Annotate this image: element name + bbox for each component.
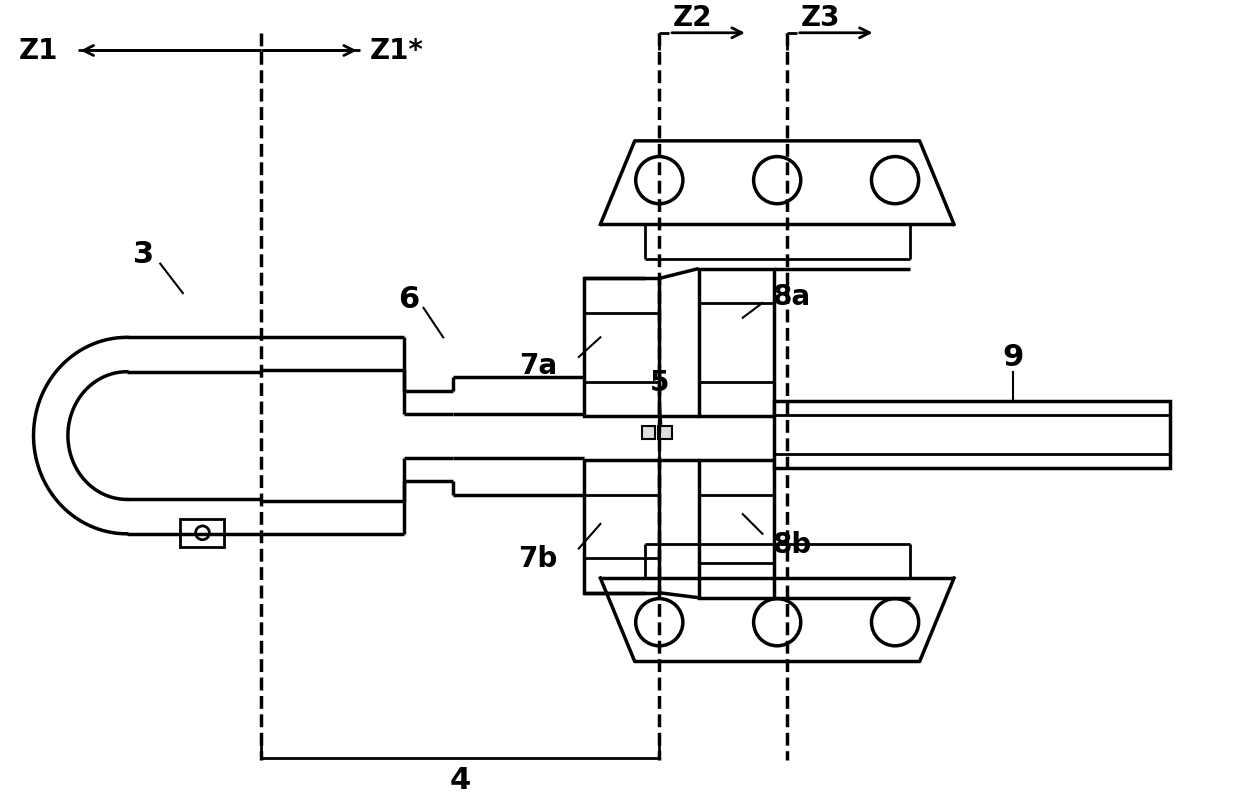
Text: Z1*: Z1* (370, 38, 423, 66)
Text: 9: 9 (1002, 343, 1024, 372)
Bar (584, 279, 660, 416)
Bar (658, 426, 672, 440)
Text: 7a: 7a (520, 351, 557, 379)
Bar (180, 520, 224, 547)
Bar (584, 460, 660, 593)
Text: Z3: Z3 (801, 4, 841, 32)
Text: 8b: 8b (773, 530, 811, 558)
Text: 8a: 8a (773, 283, 811, 310)
Bar (698, 460, 774, 598)
Text: 4: 4 (450, 765, 471, 794)
Text: 5: 5 (650, 368, 670, 396)
Text: 3: 3 (133, 240, 154, 269)
Bar (641, 426, 656, 440)
Text: 7b: 7b (518, 545, 557, 573)
Text: 6: 6 (398, 284, 419, 313)
Bar (774, 402, 1171, 468)
Text: Z2: Z2 (673, 4, 713, 32)
Bar (698, 269, 774, 416)
Text: Z1: Z1 (19, 38, 58, 66)
